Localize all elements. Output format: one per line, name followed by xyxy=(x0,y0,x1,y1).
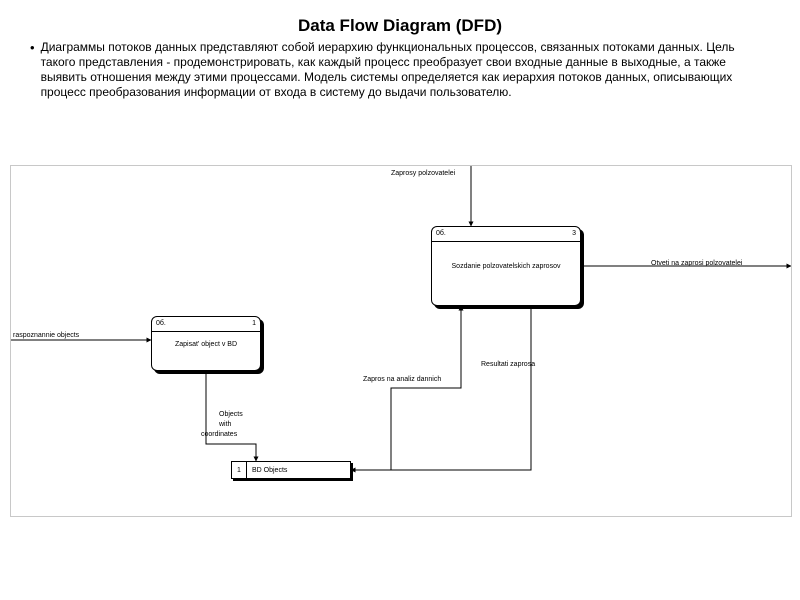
flow-label: Resultati zaprosa xyxy=(481,361,535,368)
store-label: BD Objects xyxy=(246,462,350,478)
description-block: • Диаграммы потоков данных представляют … xyxy=(0,36,800,100)
process-node: 0б. 3 Sozdanie polzovatelskich zaprosov xyxy=(431,226,581,306)
process-header-left: 0б. xyxy=(436,227,446,241)
flow-label: with xyxy=(219,421,231,428)
process-label: Sozdanie polzovatelskich zaprosov xyxy=(436,263,576,270)
flow-label: Objects xyxy=(219,411,243,418)
flow-label: Zaprosy polzovatelei xyxy=(391,170,455,177)
process-label: Zapisat' object v BD xyxy=(156,341,256,348)
bullet-icon: • xyxy=(30,40,41,56)
process-header-left: 0б. xyxy=(156,317,166,331)
dfd-diagram: 0б. 1 Zapisat' object v BD 0б. 3 Sozdanie pol… xyxy=(10,165,792,517)
process-header-right: 1 xyxy=(252,317,256,331)
data-store-node: 1BD Objects xyxy=(231,461,351,479)
page-title: Data Flow Diagram (DFD) xyxy=(0,0,800,36)
process-header-right: 3 xyxy=(572,227,576,241)
edges-layer xyxy=(11,166,791,516)
flow-label: raspoznannie objects xyxy=(13,332,79,339)
process-node: 0б. 1 Zapisat' object v BD xyxy=(151,316,261,371)
process-header: 0б. 1 xyxy=(152,317,260,332)
flow-label: coordinates xyxy=(201,431,237,438)
store-number: 1 xyxy=(232,462,247,478)
page: Data Flow Diagram (DFD) • Диаграммы пото… xyxy=(0,0,800,600)
process-header: 0б. 3 xyxy=(432,227,580,242)
flow-edge xyxy=(351,306,461,470)
flow-label: Zapros na analiz dannich xyxy=(363,376,441,383)
description-text: Диаграммы потоков данных представляют со… xyxy=(41,40,770,100)
flow-label: Otveti na zaprosi polzovatelei xyxy=(651,260,742,267)
flow-edge xyxy=(351,306,531,470)
